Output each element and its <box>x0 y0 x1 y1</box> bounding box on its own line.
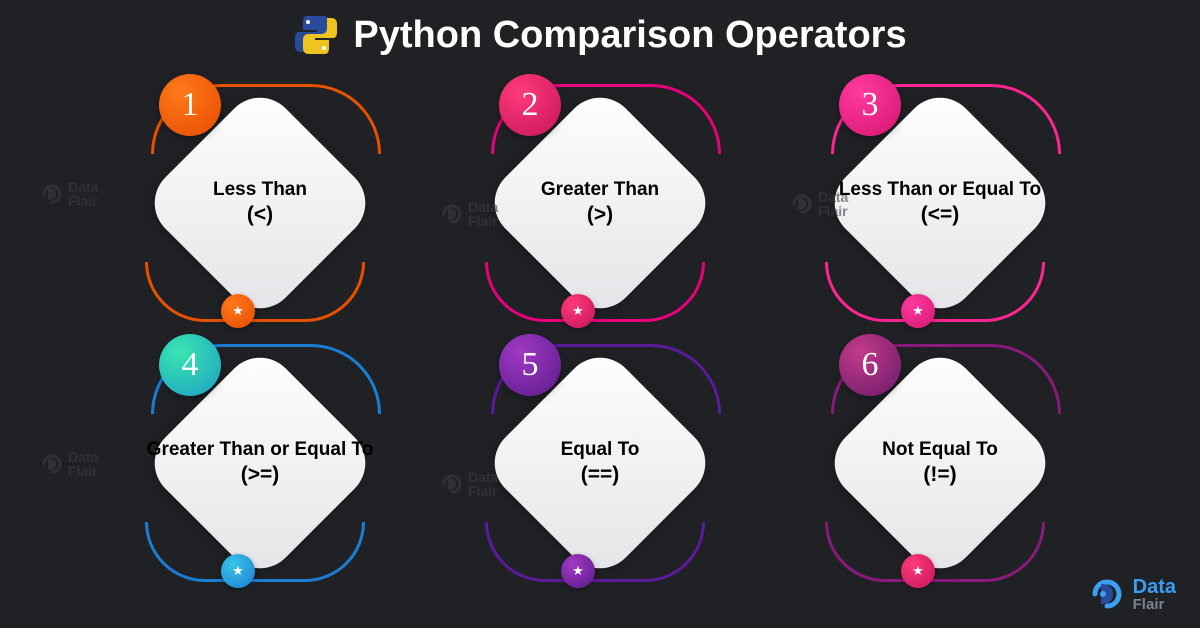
operator-card: Equal To(==)5★ <box>465 338 735 588</box>
operator-label: Equal To <box>561 439 640 462</box>
card-content: Greater Than or Equal To(>=) <box>145 378 375 548</box>
operator-symbol: (<=) <box>921 203 960 227</box>
watermark: DataFlair <box>40 180 98 208</box>
card-content: Equal To(==) <box>485 378 715 548</box>
number-badge: 4 <box>159 334 221 396</box>
star-icon: ★ <box>901 554 935 588</box>
star-icon: ★ <box>561 294 595 328</box>
footer-logo: Data Flair <box>1087 574 1176 614</box>
number-badge: 3 <box>839 74 901 136</box>
card-content: Less Than or Equal To(<=) <box>825 118 1055 288</box>
operator-card: Greater Than or Equal To(>=)4★ <box>125 338 395 588</box>
star-icon: ★ <box>561 554 595 588</box>
operator-label: Greater Than or Equal To <box>147 439 374 462</box>
number-badge: 5 <box>499 334 561 396</box>
operator-symbol: (==) <box>581 463 620 487</box>
operator-card: Greater Than(>)2★ <box>465 78 735 328</box>
watermark: DataFlair <box>790 190 848 218</box>
footer-logo-sub: Flair <box>1133 597 1176 612</box>
number-badge: 6 <box>839 334 901 396</box>
star-icon: ★ <box>901 294 935 328</box>
operator-card: Not Equal To(!=)6★ <box>805 338 1075 588</box>
footer-logo-name: Data <box>1133 577 1176 597</box>
card-content: Greater Than(>) <box>485 118 715 288</box>
star-icon: ★ <box>221 554 255 588</box>
operator-label: Less Than <box>213 179 307 202</box>
card-content: Not Equal To(!=) <box>825 378 1055 548</box>
watermark: DataFlair <box>440 470 498 498</box>
watermark: DataFlair <box>40 450 98 478</box>
operator-grid: Less Than(<)1★Greater Than(>)2★Less Than… <box>0 58 1200 588</box>
operator-symbol: (!=) <box>923 463 956 487</box>
operator-label: Less Than or Equal To <box>839 179 1041 202</box>
number-badge: 1 <box>159 74 221 136</box>
operator-symbol: (<) <box>247 203 273 227</box>
operator-label: Greater Than <box>541 179 659 202</box>
star-icon: ★ <box>221 294 255 328</box>
page-title: Python Comparison Operators <box>353 14 906 57</box>
header: Python Comparison Operators <box>0 0 1200 58</box>
dataflair-logo-icon <box>1087 574 1127 614</box>
python-logo-icon <box>293 12 339 58</box>
operator-label: Not Equal To <box>882 439 998 462</box>
operator-symbol: (>) <box>587 203 613 227</box>
number-badge: 2 <box>499 74 561 136</box>
card-content: Less Than(<) <box>145 118 375 288</box>
operator-symbol: (>=) <box>241 463 280 487</box>
watermark: DataFlair <box>440 200 498 228</box>
operator-card: Less Than(<)1★ <box>125 78 395 328</box>
